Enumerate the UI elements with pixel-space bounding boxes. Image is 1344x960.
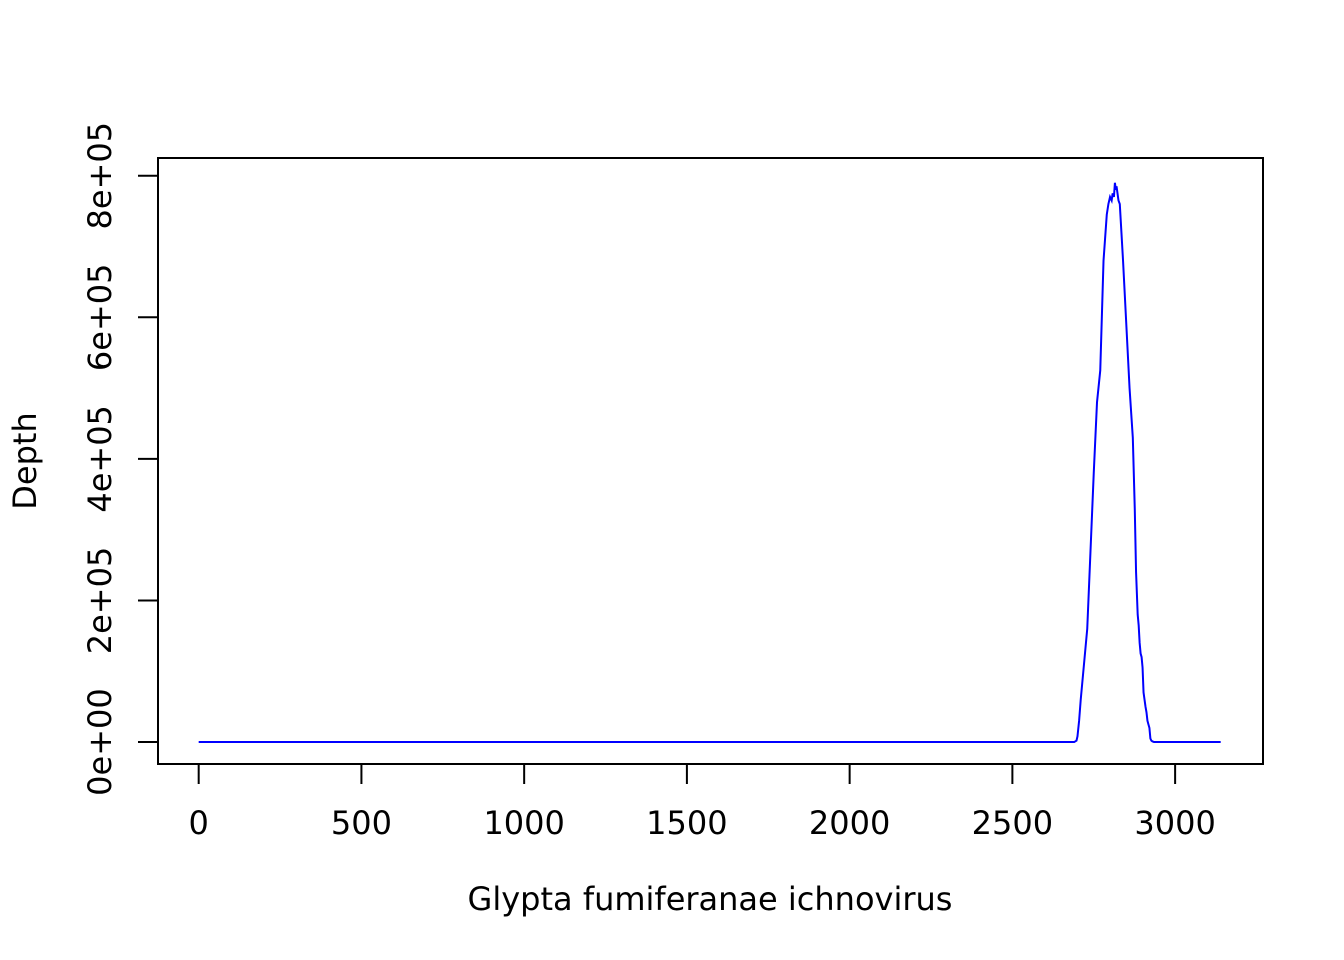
y-axis: 0e+00 2e+05 4e+05 6e+05 8e+05: [81, 122, 159, 796]
y-tick-label: 6e+05: [81, 263, 119, 371]
x-axis: 0 500 1000 1500 2000 2500 3000: [189, 763, 1216, 842]
x-tick-label: 1000: [483, 804, 564, 842]
y-tick-label: 0e+00: [81, 688, 119, 796]
x-tick-label: 2000: [809, 804, 890, 842]
y-tick-label: 2e+05: [81, 547, 119, 655]
x-tick-label: 1500: [646, 804, 727, 842]
y-axis-title: Depth: [6, 412, 44, 509]
plot-frame: [157, 157, 1264, 765]
y-tick-label: 8e+05: [81, 122, 119, 230]
x-axis-title: Glypta fumiferanae ichnovirus: [468, 880, 953, 918]
x-tick-label: 3000: [1134, 804, 1215, 842]
y-tick-label: 4e+05: [81, 405, 119, 513]
x-tick-label: 500: [331, 804, 392, 842]
depth-series-line: [198, 182, 1221, 744]
x-tick-label: 2500: [972, 804, 1053, 842]
x-tick-label: 0: [189, 804, 209, 842]
